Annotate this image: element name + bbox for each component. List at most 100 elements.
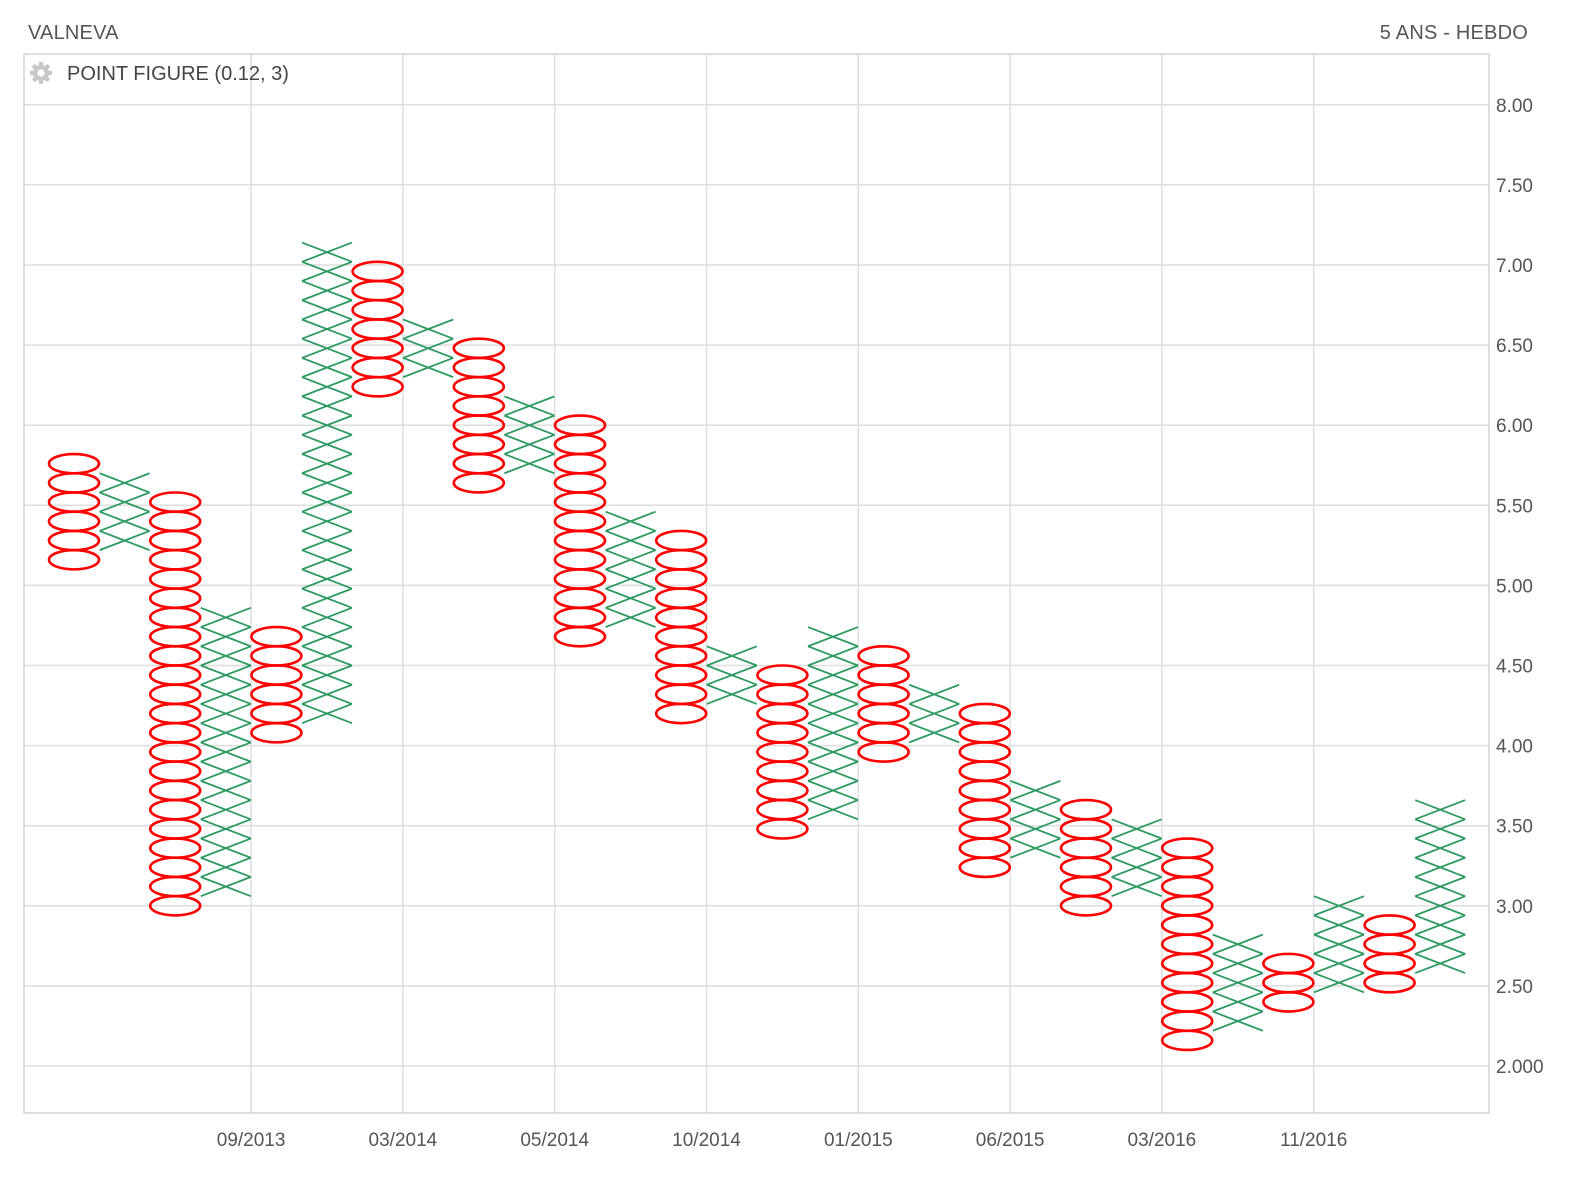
o-box [452, 452, 506, 475]
o-box [1059, 798, 1113, 821]
legend[interactable]: POINT FIGURE (0.12, 3) [30, 62, 289, 85]
plot-frame [23, 53, 1490, 1114]
x-tick-label: 03/2014 [369, 1130, 438, 1151]
x-column [200, 606, 252, 898]
o-box [1160, 952, 1214, 975]
o-box [148, 875, 202, 898]
x-axis: 09/2013 03/2014 05/2014 10/2014 01/2015 06/20… [217, 1130, 1348, 1151]
o-box [958, 837, 1012, 860]
o-column [1059, 798, 1113, 917]
o-box [250, 625, 303, 648]
o-box [1160, 1029, 1214, 1052]
x-box [99, 530, 150, 551]
gear-icon[interactable] [30, 62, 52, 84]
x-box [99, 491, 150, 513]
o-column [148, 491, 202, 917]
x-column [99, 472, 150, 551]
o-box [47, 510, 101, 533]
y-tick-label: 2.000 [1496, 1057, 1544, 1078]
x-box [200, 818, 252, 840]
o-box [47, 452, 101, 475]
x-box [200, 606, 252, 628]
o-box [958, 779, 1012, 802]
x-box [301, 568, 353, 590]
o-box [756, 664, 809, 687]
x-box [605, 587, 656, 609]
x-box [200, 703, 252, 725]
x-box [1111, 876, 1162, 898]
y-tick-label: 2.50 [1496, 977, 1533, 998]
y-tick-label: 3.50 [1496, 817, 1533, 838]
x-box [200, 837, 252, 859]
o-box [351, 318, 404, 340]
o-box [148, 510, 202, 533]
grid [24, 54, 1489, 1113]
o-box [654, 683, 708, 706]
o-box [1160, 875, 1214, 898]
x-box [301, 395, 353, 417]
x-box [1010, 780, 1061, 801]
x-box [908, 703, 960, 725]
x-box [807, 780, 859, 801]
o-box [654, 702, 708, 725]
x-box [504, 453, 555, 475]
o-box [452, 375, 506, 398]
o-box [452, 433, 506, 456]
o-box [351, 298, 404, 321]
x-box [1111, 837, 1162, 859]
x-column [908, 683, 960, 744]
y-tick-label: 5.00 [1496, 576, 1533, 597]
o-box [756, 818, 809, 840]
o-column [452, 337, 506, 494]
o-box [553, 433, 607, 456]
o-box [250, 702, 303, 725]
x-box [807, 683, 859, 705]
x-box [1414, 799, 1466, 821]
x-box [301, 433, 353, 455]
x-column [1313, 895, 1365, 994]
o-box [553, 548, 607, 571]
o-column [1160, 837, 1214, 1052]
x-box [301, 357, 353, 378]
o-box [958, 760, 1012, 783]
x-box [807, 722, 859, 744]
x-box [1414, 895, 1466, 917]
x-box [807, 645, 859, 667]
x-box [605, 549, 656, 571]
pnf-columns [47, 241, 1466, 1052]
o-box [654, 664, 708, 687]
x-column [402, 318, 454, 378]
o-box [553, 510, 607, 533]
o-box [553, 606, 607, 629]
legend-label: POINT FIGURE (0.12, 3) [67, 63, 289, 85]
x-box [706, 664, 758, 686]
x-box [1313, 895, 1365, 917]
y-tick-label: 6.00 [1496, 416, 1533, 437]
x-tick-label: 09/2013 [217, 1130, 286, 1151]
x-box [200, 626, 252, 648]
o-box [553, 587, 607, 610]
x-box [1010, 818, 1061, 840]
x-box [807, 760, 859, 782]
o-box [1160, 914, 1214, 936]
x-box [605, 606, 656, 628]
period-selector[interactable]: 5 ANS - HEBDO [1379, 22, 1528, 44]
x-box [301, 414, 353, 436]
x-box [301, 491, 353, 513]
x-column [301, 241, 353, 725]
x-box [99, 510, 150, 532]
o-box [47, 548, 101, 571]
x-box [402, 318, 454, 340]
x-box [301, 683, 353, 705]
o-box [857, 702, 910, 725]
o-box [1262, 991, 1315, 1013]
x-box [605, 568, 656, 590]
x-column [504, 395, 555, 475]
o-column [958, 702, 1012, 879]
o-box [756, 779, 809, 802]
x-column [605, 510, 656, 628]
x-box [1414, 818, 1466, 840]
o-box [654, 529, 708, 552]
o-box [1160, 856, 1214, 879]
